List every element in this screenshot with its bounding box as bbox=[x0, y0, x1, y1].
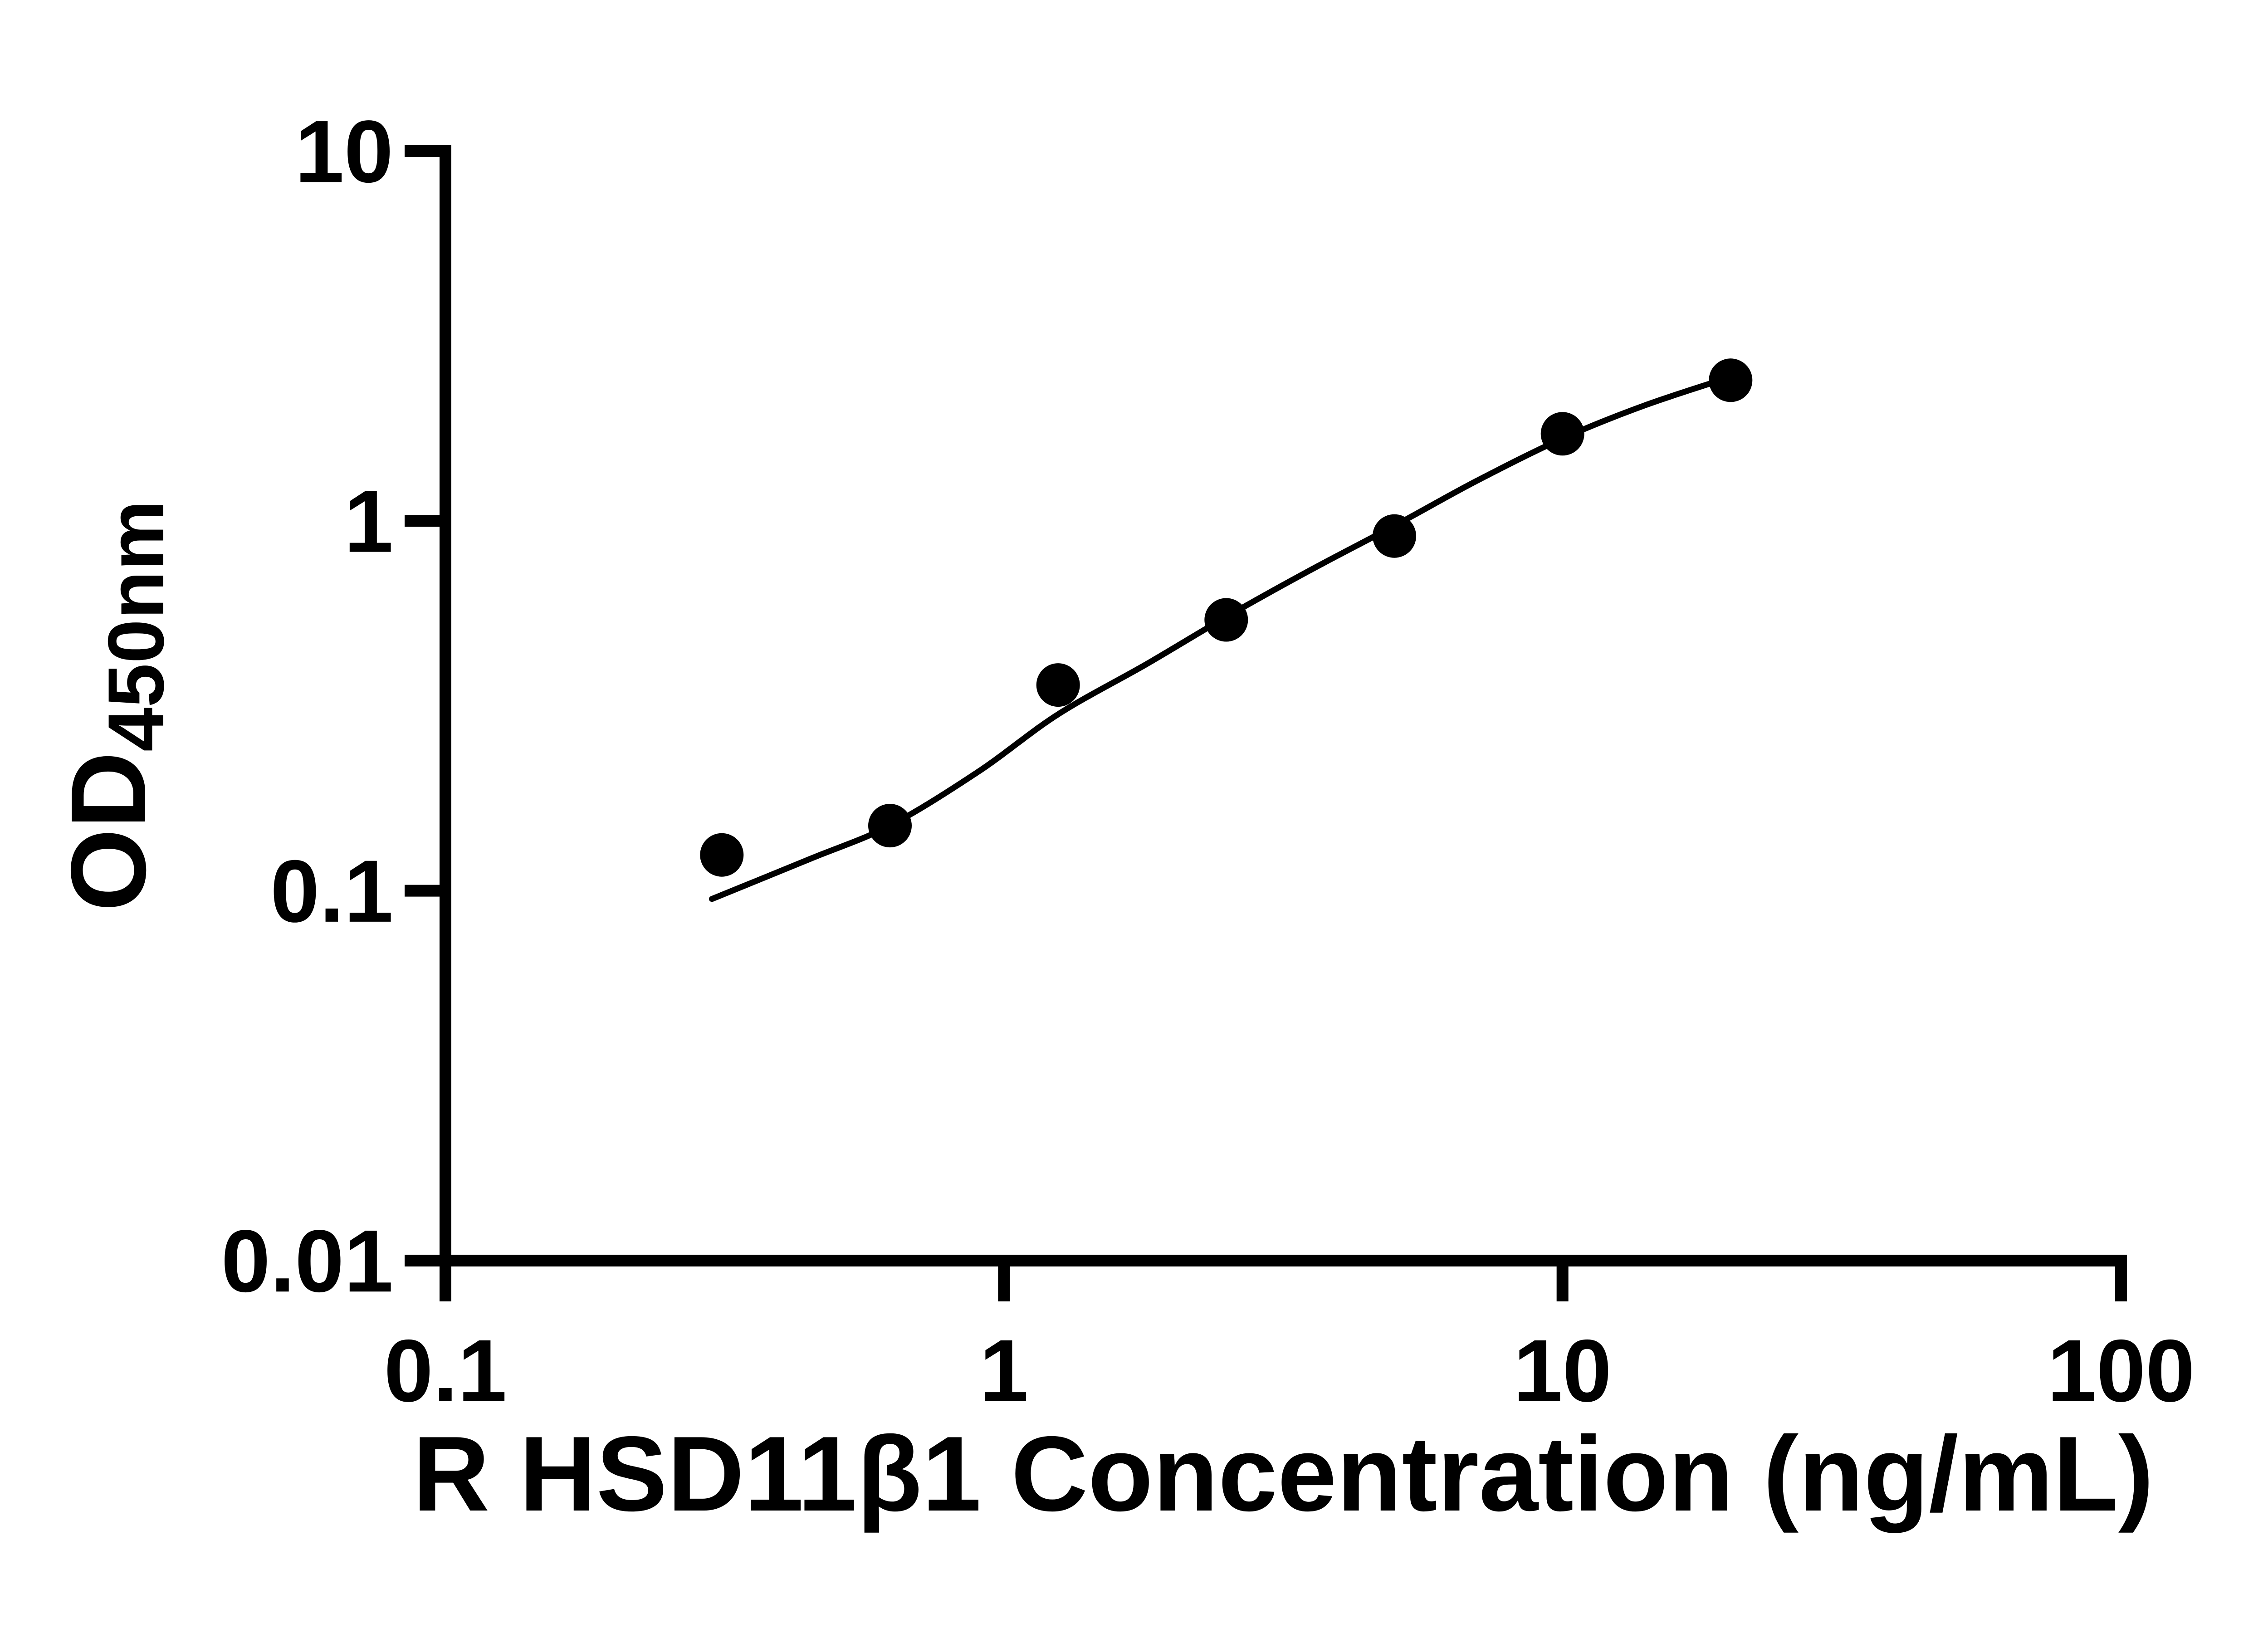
data-point-marker bbox=[1036, 663, 1080, 707]
data-point-marker bbox=[1540, 412, 1584, 456]
x-tick-label: 1 bbox=[979, 1321, 1028, 1420]
y-tick-label: 10 bbox=[295, 102, 393, 201]
y-tick-label: 0.1 bbox=[270, 842, 393, 941]
y-tick-label: 0.01 bbox=[221, 1212, 393, 1310]
data-point-marker bbox=[1709, 358, 1753, 402]
data-point-marker bbox=[1373, 514, 1416, 558]
data-point-marker bbox=[868, 804, 912, 848]
x-tick-label: 0.1 bbox=[384, 1321, 507, 1420]
x-tick-label: 100 bbox=[2047, 1321, 2195, 1420]
y-axis-title: OD450nm bbox=[49, 500, 181, 912]
y-tick-label: 1 bbox=[344, 472, 393, 571]
data-point-marker bbox=[700, 833, 744, 877]
data-point-marker bbox=[1204, 598, 1248, 642]
axis-lines bbox=[440, 145, 2127, 1266]
x-axis-title: R HSD11β1 Concentration (ng/mL) bbox=[413, 1414, 2154, 1533]
x-tick-label: 10 bbox=[1513, 1321, 1612, 1420]
